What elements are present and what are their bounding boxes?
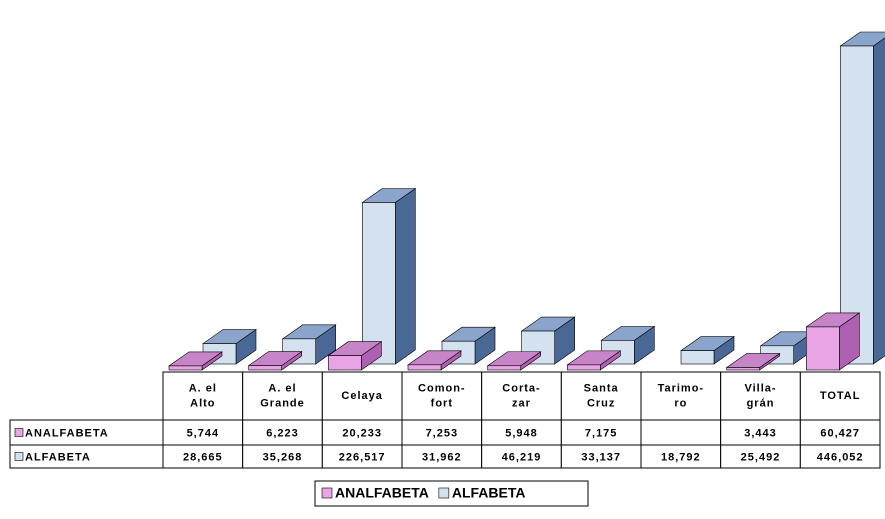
bar-front [567, 364, 601, 371]
bar [407, 350, 462, 371]
data-label: 5,948 [505, 427, 538, 439]
legend [314, 480, 589, 507]
bar-side [873, 37, 885, 365]
category-label: zar [512, 397, 531, 409]
bar-front [680, 350, 715, 365]
data-label: 35,268 [263, 451, 303, 463]
table-cell [720, 419, 801, 446]
table-cell [162, 371, 244, 421]
bar [680, 336, 735, 365]
bar-side [395, 187, 416, 365]
data-label: 6,223 [266, 427, 299, 439]
bar [805, 312, 861, 371]
table-cell [481, 419, 562, 446]
legend-key [438, 487, 450, 499]
category-label: Celaya [341, 390, 382, 402]
table-cell [242, 371, 323, 421]
legend-key [14, 452, 24, 461]
data-label: 31,962 [422, 451, 462, 463]
legend-label: ALFABETA [452, 485, 526, 501]
category-label: ro [674, 397, 687, 409]
table-cell [401, 371, 483, 421]
table-cell [321, 371, 403, 421]
table-cell [799, 444, 881, 469]
bar-front [407, 364, 442, 371]
table-cell [799, 419, 881, 446]
bar-front [168, 365, 203, 371]
bar-front [487, 365, 521, 371]
data-label: 28,665 [183, 451, 223, 463]
table-cell [640, 419, 722, 446]
bar [566, 350, 622, 371]
bar [247, 350, 303, 371]
category-label: Alto [190, 397, 215, 409]
category-label: A. el [189, 382, 217, 394]
bar [327, 340, 383, 371]
category-label: Villa- [744, 382, 776, 394]
bar-front [328, 355, 362, 371]
legend-key [321, 487, 333, 499]
bar [839, 31, 885, 365]
row-label: ANALFABETA [25, 427, 109, 439]
category-label: fort [431, 397, 453, 409]
data-label: 25,492 [741, 451, 781, 463]
data-label: 3,443 [744, 427, 777, 439]
bar-front [726, 367, 760, 371]
bar-front [840, 45, 874, 365]
category-label: Tarimo- [658, 382, 705, 394]
category-label: Grande [260, 397, 305, 409]
bar [168, 351, 223, 371]
data-label: 18,792 [661, 451, 701, 463]
bar [486, 351, 542, 371]
bar-front [806, 326, 840, 371]
bar [361, 187, 417, 365]
table-cell [799, 371, 881, 421]
table-cell [640, 371, 722, 421]
table-cell [162, 419, 244, 446]
category-label: TOTAL [820, 390, 861, 402]
bar-front [362, 202, 396, 365]
table-cell [481, 371, 562, 421]
table-cell [560, 419, 642, 446]
table-cell [720, 371, 801, 421]
category-label: Cruz [587, 397, 615, 409]
category-label: grán [747, 397, 775, 409]
legend-key [14, 428, 24, 437]
data-label: 20,233 [342, 427, 382, 439]
data-label: 60,427 [820, 427, 860, 439]
data-label: 226,517 [339, 451, 386, 463]
table-cell [242, 419, 323, 446]
data-label: 5,744 [187, 427, 220, 439]
legend-label: ANALFABETA [335, 485, 429, 501]
data-label: 46,219 [502, 451, 542, 463]
bar-front [248, 365, 282, 371]
table-cell [560, 371, 642, 421]
category-label: A. el [268, 382, 296, 394]
category-label: Santa [584, 382, 619, 394]
category-label: Comon- [418, 382, 466, 394]
row-label: ALFABETA [25, 451, 91, 463]
table-cell [401, 419, 483, 446]
data-label: 7,253 [426, 427, 459, 439]
bar [725, 352, 781, 371]
category-label: Corta- [502, 382, 540, 394]
data-label: 33,137 [581, 451, 621, 463]
data-label: 446,052 [817, 451, 864, 463]
data-label: 7,175 [585, 427, 618, 439]
